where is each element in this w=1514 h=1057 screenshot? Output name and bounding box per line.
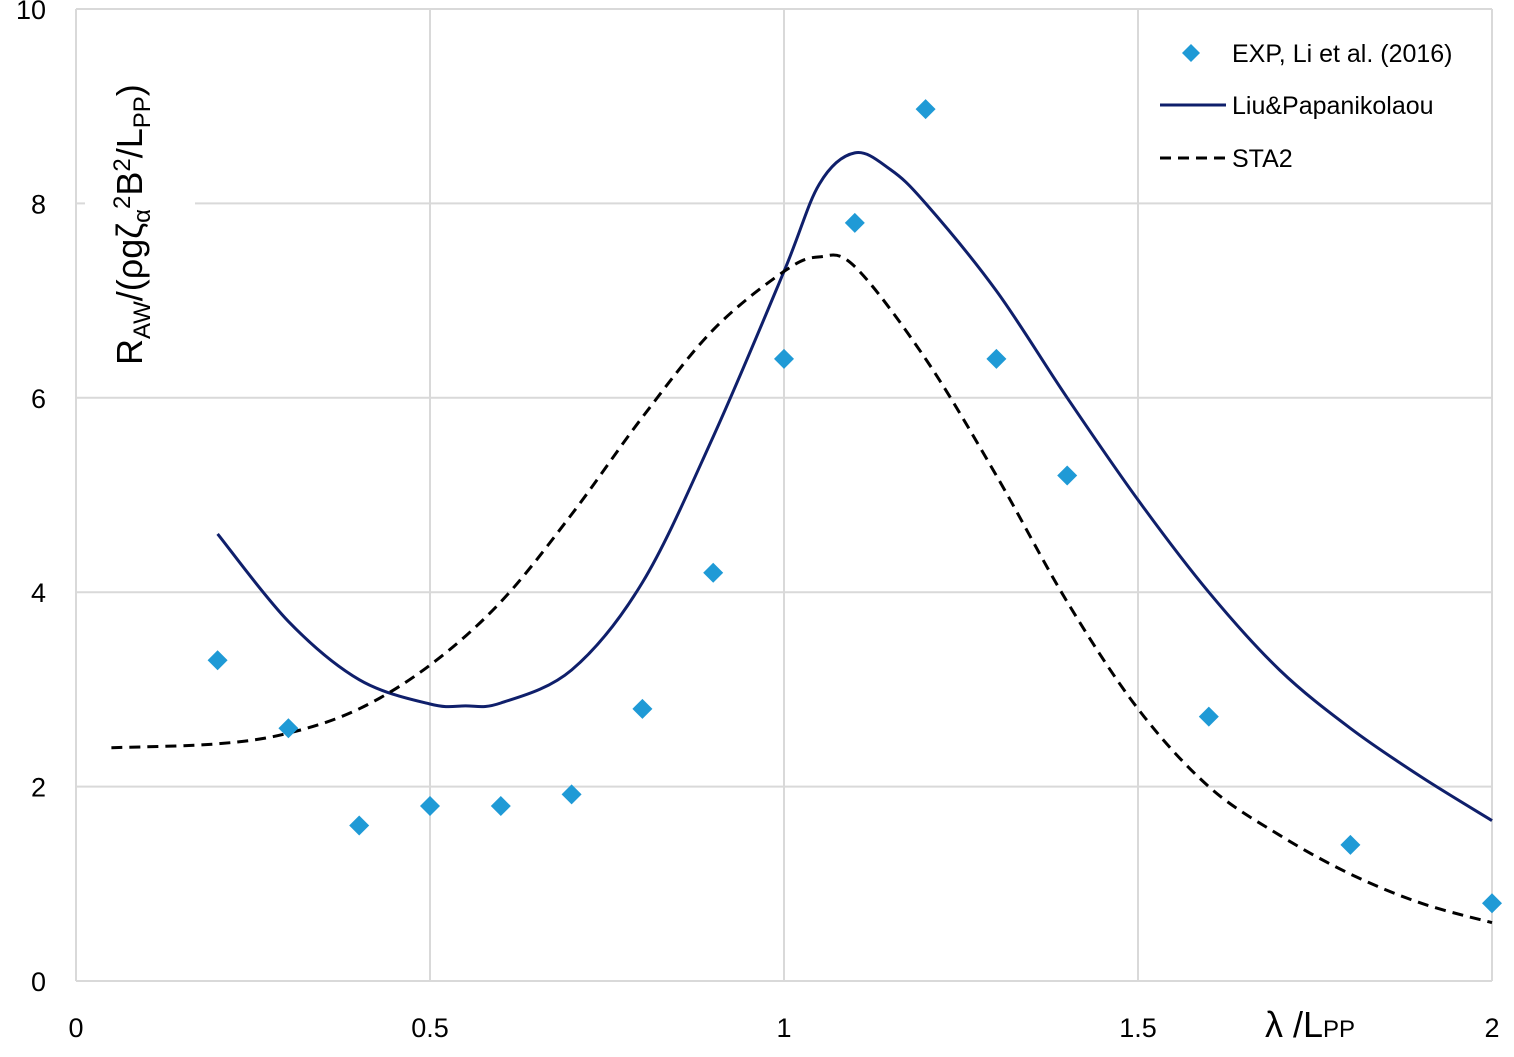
x-tick-label: 1.5 bbox=[1119, 1013, 1157, 1043]
y-tick-label: 2 bbox=[31, 773, 46, 803]
y-axis-title: RAW/(ρgζα2B2/LPP) bbox=[109, 84, 156, 365]
legend-item-exp: EXP, Li et al. (2016) bbox=[1182, 40, 1453, 68]
y-tick-label: 4 bbox=[31, 578, 46, 608]
exp-data-point bbox=[349, 815, 370, 836]
y-tick-label: 8 bbox=[31, 189, 46, 219]
exp-data-point bbox=[207, 650, 228, 671]
legend-label-exp: EXP, Li et al. (2016) bbox=[1232, 40, 1453, 68]
x-tick-label: 1 bbox=[776, 1013, 791, 1043]
exp-data-point bbox=[1482, 893, 1502, 914]
y-tick-label: 10 bbox=[16, 0, 46, 25]
legend-label-liu: Liu&Papanikolaou bbox=[1232, 92, 1434, 120]
y-axis-ticks: 0 2 4 6 8 10 bbox=[16, 0, 46, 997]
y-axis-title-background bbox=[85, 190, 195, 380]
exp-data-point bbox=[1057, 465, 1078, 486]
exp-data-point bbox=[915, 99, 936, 120]
exp-data-point bbox=[490, 796, 511, 817]
exp-data-point bbox=[561, 784, 582, 805]
legend-item-sta2: STA2 bbox=[1160, 145, 1293, 173]
exp-data-point bbox=[703, 562, 724, 583]
x-axis-title: λ /LPP bbox=[1265, 1004, 1355, 1045]
y-tick-label: 0 bbox=[31, 967, 46, 997]
x-tick-label: 0.5 bbox=[411, 1013, 449, 1043]
exp-data-point bbox=[774, 348, 794, 369]
series-points bbox=[207, 99, 1502, 914]
legend-marker-diamond bbox=[1182, 44, 1200, 62]
legend-label-sta2: STA2 bbox=[1232, 145, 1293, 173]
exp-data-point bbox=[420, 796, 440, 817]
y-tick-label: 6 bbox=[31, 384, 46, 414]
series-lines bbox=[111, 151, 1493, 925]
exp-data-point bbox=[1340, 834, 1361, 855]
series-line-liu-papanikolaou bbox=[216, 151, 1493, 822]
x-axis-ticks: 0 0.5 1 1.5 2 bbox=[68, 1013, 1499, 1043]
exp-data-point bbox=[844, 212, 865, 233]
grid bbox=[75, 8, 1493, 982]
legend-item-liu: Liu&Papanikolaou bbox=[1160, 92, 1434, 120]
legend: EXP, Li et al. (2016) Liu&Papanikolaou S… bbox=[1160, 40, 1453, 173]
x-tick-label: 0 bbox=[68, 1013, 83, 1043]
exp-data-point bbox=[632, 698, 653, 719]
x-tick-label: 2 bbox=[1484, 1013, 1499, 1043]
exp-data-point bbox=[278, 718, 299, 739]
exp-data-point bbox=[1198, 706, 1219, 727]
series-line-sta2 bbox=[111, 253, 1493, 925]
exp-data-point bbox=[986, 348, 1007, 369]
